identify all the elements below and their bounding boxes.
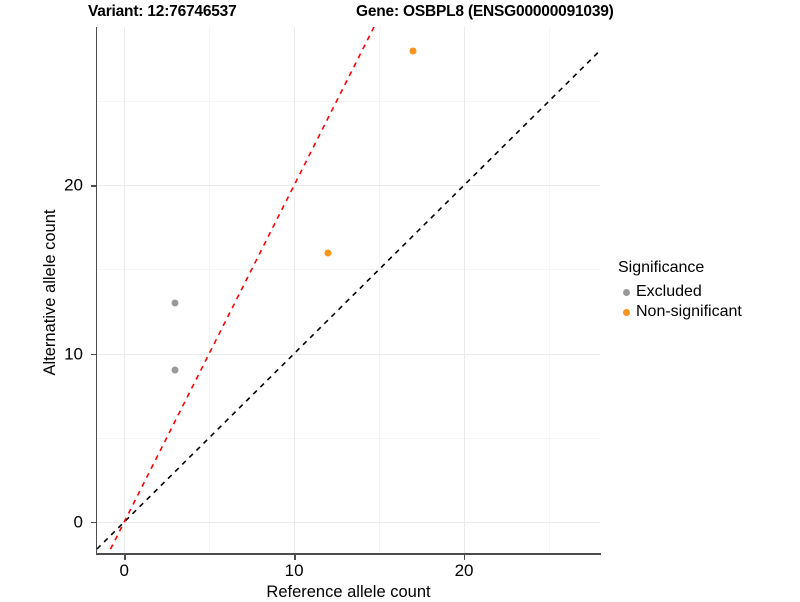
data-point[interactable] — [171, 299, 179, 307]
legend-dot-icon — [622, 308, 630, 316]
legend-dot-icon — [622, 288, 630, 296]
legend-item-excluded[interactable]: Excluded — [618, 282, 742, 302]
data-point[interactable] — [171, 366, 179, 374]
gridline-x-20 — [464, 27, 466, 554]
legend-items: Excluded Non-significant — [618, 282, 742, 322]
gridline-y-10 — [97, 353, 600, 355]
data-point[interactable] — [409, 47, 417, 55]
legend-item-label: Excluded — [636, 283, 702, 300]
gridline-y-15 — [97, 269, 600, 271]
gridline-y-20 — [97, 185, 600, 187]
gridline-x-10 — [294, 27, 296, 554]
y-tick-mark-20 — [91, 185, 96, 187]
gene-title: Gene: OSBPL8 (ENSG00000091039) — [356, 3, 614, 20]
gridline-x-0 — [124, 27, 126, 554]
variant-title: Variant: 12:76746537 — [88, 3, 237, 20]
gridline-x-5 — [209, 27, 211, 554]
y-tick-label-0: 0 — [73, 512, 83, 532]
reference-lines-layer — [97, 27, 600, 554]
y-tick-mark-0 — [91, 522, 96, 524]
legend-title: Significance — [618, 259, 705, 276]
y-tick-label-20: 20 — [64, 175, 83, 195]
legend-item-non-significant[interactable]: Non-significant — [618, 302, 742, 322]
x-axis-line — [96, 553, 601, 555]
gridline-y-25 — [97, 101, 600, 103]
x-tick-label-20: 20 — [454, 561, 474, 580]
x-tick-mark-10 — [294, 555, 296, 560]
data-point[interactable] — [324, 249, 332, 257]
x-tick-mark-20 — [464, 555, 466, 560]
x-tick-mark-0 — [124, 555, 126, 560]
y-axis-line — [96, 27, 98, 555]
gridline-x-15 — [379, 27, 381, 554]
gridline-y-0 — [97, 522, 600, 523]
legend-item-label: Non-significant — [636, 303, 742, 320]
plot-panel — [97, 27, 600, 554]
legend-key-icon — [618, 308, 634, 316]
legend: Significance Excluded Non-significant — [618, 258, 742, 322]
x-tick-label-0: 0 — [119, 561, 129, 580]
gridline-y-5 — [97, 437, 600, 439]
y-axis-title: Alternative allele count — [41, 209, 59, 376]
gridline-x-25 — [549, 27, 551, 554]
legend-key-icon — [618, 288, 634, 296]
y-tick-mark-10 — [91, 353, 96, 356]
expected-ratio-line — [107, 27, 375, 554]
y-tick-label-10: 10 — [64, 344, 83, 364]
x-tick-label-10: 10 — [284, 561, 304, 580]
x-axis-title: Reference allele count — [266, 583, 431, 601]
